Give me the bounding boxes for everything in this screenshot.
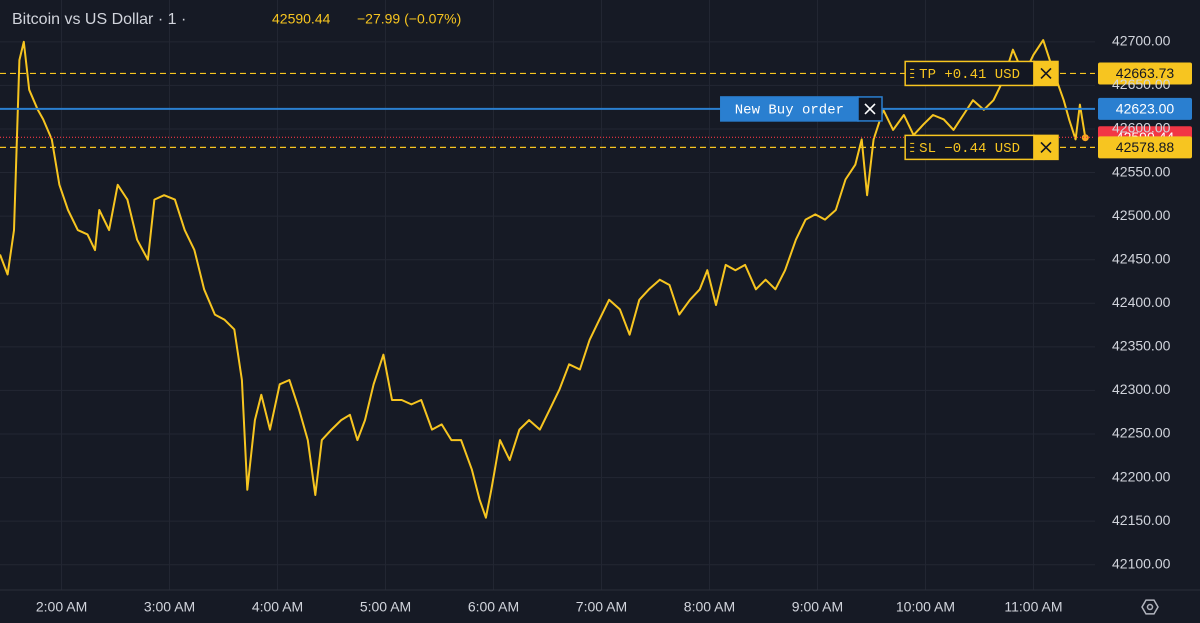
order-label[interactable]: SL −0.44 USD [904, 134, 1059, 161]
order-label-text[interactable]: SL −0.44 USD [919, 141, 1020, 157]
price-tag [1098, 97, 1192, 120]
settings-icon-center[interactable] [1146, 603, 1154, 611]
x-tick-label: 11:00 AM [1004, 599, 1062, 615]
close-button[interactable] [1033, 134, 1059, 161]
close-icon[interactable] [864, 103, 876, 115]
y-tick-label: 42100.00 [1112, 555, 1171, 571]
price-tag [1098, 62, 1192, 85]
close-button[interactable] [1033, 60, 1059, 87]
price-tag-label: 42578.88 [1116, 139, 1175, 155]
x-tick-label: 4:00 AM [252, 599, 303, 615]
y-tick-label: 42150.00 [1112, 512, 1171, 528]
order-label-box[interactable] [904, 60, 1035, 87]
y-tick-label: 42500.00 [1112, 207, 1171, 223]
x-tick-label: 5:00 AM [360, 599, 411, 615]
y-tick-label: 42600.00 [1112, 120, 1171, 136]
y-tick-label: 42700.00 [1112, 33, 1171, 49]
plot [0, 39, 1089, 519]
x-tick-label: 2:00 AM [36, 599, 87, 615]
last-price: 42590.44 [272, 11, 331, 27]
order-label[interactable]: New Buy order [720, 96, 883, 122]
y-tick-label: 42300.00 [1112, 381, 1171, 397]
y-tick-label: 42350.00 [1112, 338, 1171, 354]
x-tick-label: 8:00 AM [684, 599, 735, 615]
settings-button[interactable] [1141, 599, 1159, 615]
order-label[interactable]: TP +0.41 USD [904, 60, 1059, 87]
x-tick-label: 10:00 AM [896, 599, 955, 615]
y-tick-label: 42400.00 [1112, 294, 1171, 310]
close-icon[interactable] [1040, 67, 1052, 80]
x-tick-label: 3:00 AM [144, 599, 195, 615]
close-icon[interactable] [1040, 141, 1052, 153]
x-tick-label: 7:00 AM [576, 599, 627, 615]
last-point [1081, 134, 1089, 142]
grid [0, 0, 1095, 590]
y-tick-label: 42650.00 [1112, 76, 1171, 92]
price-line [0, 39, 1087, 519]
x-tick-label: 9:00 AM [792, 599, 843, 615]
price-change: −27.99 (−0.07%) [357, 11, 461, 27]
order-label-text[interactable]: New Buy order [735, 103, 844, 119]
y-tick-label: 42550.00 [1112, 163, 1171, 179]
price-tag [1098, 136, 1192, 159]
price-tag-label: 42663.73 [1116, 65, 1175, 81]
y-tick-label: 42250.00 [1112, 425, 1171, 441]
order-label-box[interactable] [904, 134, 1035, 161]
price-tag-label: 42623.00 [1116, 101, 1175, 117]
order-label-box[interactable] [720, 96, 859, 122]
settings-icon[interactable] [1141, 599, 1159, 615]
y-tick-label: 42450.00 [1112, 250, 1171, 266]
y-tick-label: 42200.00 [1112, 468, 1171, 484]
order-label-text[interactable]: TP +0.41 USD [919, 67, 1020, 83]
close-button[interactable] [857, 96, 883, 122]
chart-title: Bitcoin vs US Dollar · 1 · [12, 11, 186, 28]
x-tick-label: 6:00 AM [468, 599, 519, 615]
